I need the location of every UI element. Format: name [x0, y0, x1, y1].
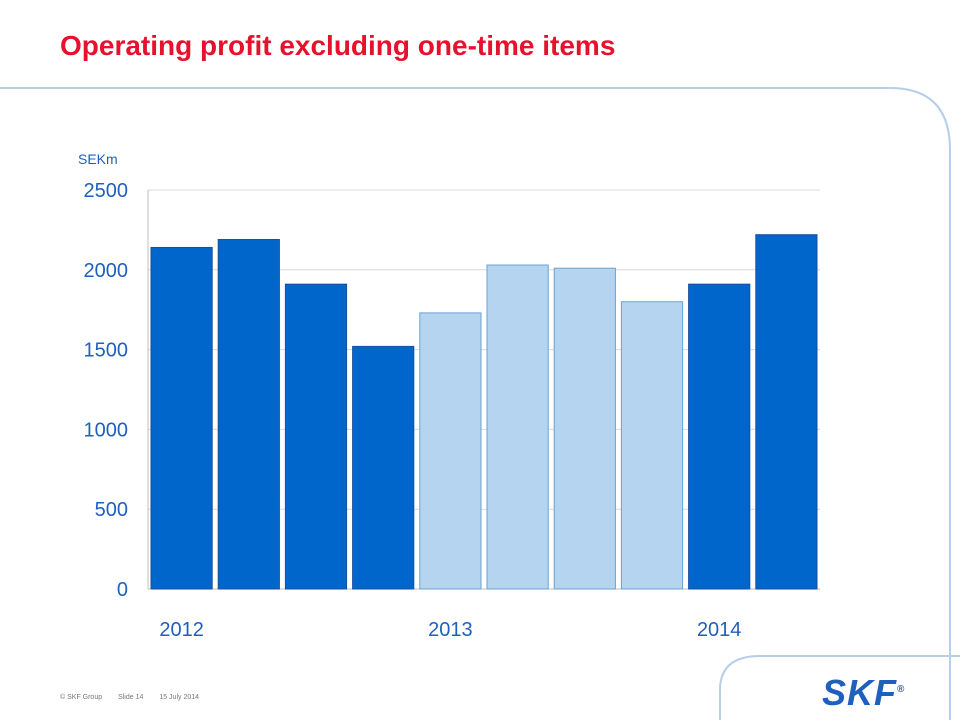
- page-title: Operating profit excluding one-time item…: [60, 30, 616, 61]
- footer-copyright: © SKF Group: [60, 694, 103, 701]
- footer-slide-number: Slide 14: [118, 694, 144, 701]
- skf-logo: SKF®: [822, 672, 905, 714]
- y-tick-label: 1000: [84, 419, 129, 441]
- y-tick-label: 0: [117, 579, 128, 601]
- bar: [284, 283, 348, 590]
- y-tick-label: 2000: [84, 260, 129, 282]
- y-tick-label: 2500: [84, 180, 129, 202]
- bar: [620, 301, 684, 590]
- footer: © SKF Group Slide 14 15 July 2014: [60, 694, 213, 701]
- x-year-label: 2014: [697, 619, 742, 641]
- x-year-label: 2012: [159, 619, 204, 641]
- bar: [486, 264, 549, 590]
- bar: [150, 246, 213, 590]
- y-axis-unit-label: SEKm: [78, 151, 118, 167]
- bar: [419, 312, 482, 590]
- registered-mark: ®: [897, 684, 906, 695]
- x-year-label: 2013: [428, 619, 473, 641]
- bar: [553, 267, 616, 590]
- bar: [755, 234, 818, 590]
- bar: [217, 238, 280, 590]
- logo-text: SKF: [822, 672, 897, 713]
- y-tick-label: 1500: [84, 340, 129, 362]
- y-tick-label: 500: [95, 499, 128, 521]
- footer-date: 15 July 2014: [159, 694, 200, 701]
- bar: [352, 345, 415, 590]
- bar: [688, 283, 751, 590]
